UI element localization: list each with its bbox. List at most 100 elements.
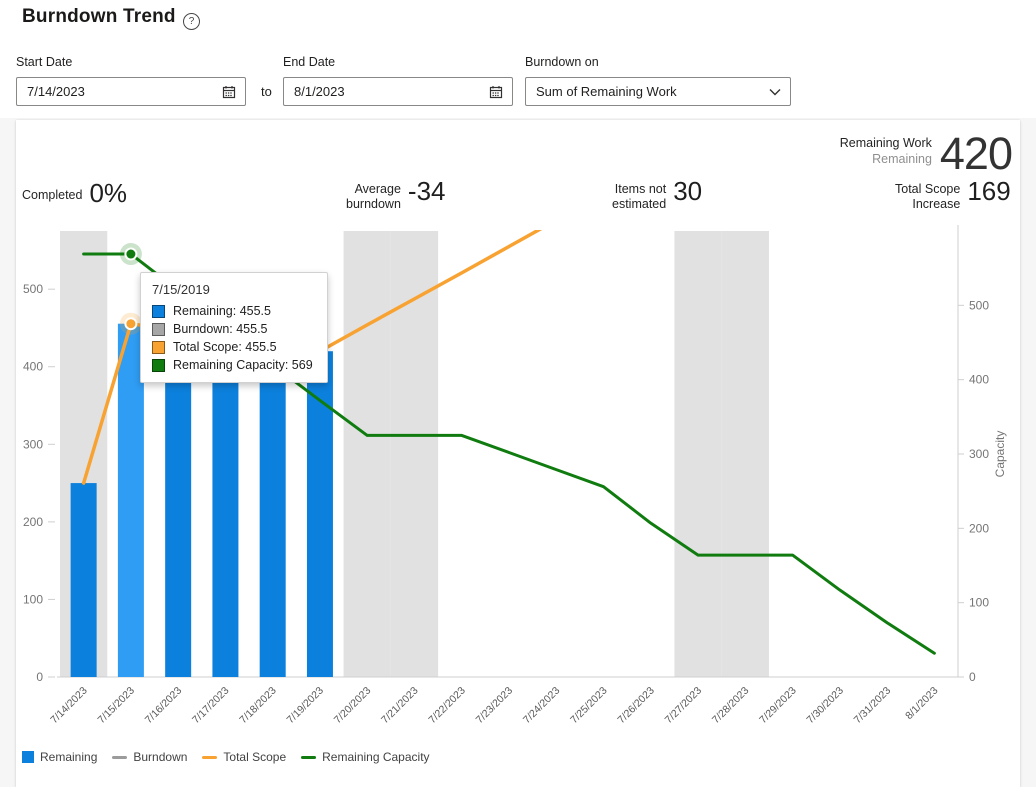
stat-average-burndown-value: -34 <box>407 176 446 206</box>
legend-label: Burndown <box>133 750 188 764</box>
x-axis-tick-label: 7/17/2023 <box>190 685 232 727</box>
help-icon[interactable]: ? <box>183 13 200 30</box>
x-axis-tick-label: 7/29/2023 <box>757 685 799 727</box>
calendar-icon[interactable] <box>488 84 504 100</box>
burndown-chart-card: Remaining Work Remaining 420 Completed 0… <box>16 120 1020 787</box>
stat-total-scope-increase-label-2: Increase <box>912 197 961 211</box>
tooltip-row: Remaining Capacity: 569 <box>152 358 316 372</box>
stat-remaining-work-sublabel: Remaining <box>872 152 932 166</box>
remaining-bar[interactable] <box>165 330 192 677</box>
x-axis-tick-label: 7/23/2023 <box>474 685 516 727</box>
right-axis-tick-label: 0 <box>969 670 976 684</box>
chevron-down-icon <box>768 85 782 99</box>
right-axis-tick-label: 400 <box>969 373 989 387</box>
burndown-on-dropdown[interactable]: Sum of Remaining Work <box>525 77 791 106</box>
left-axis-tick-label: 200 <box>23 515 43 529</box>
stat-completed-label: Completed <box>22 188 83 202</box>
remaining-bar[interactable] <box>70 483 97 677</box>
end-date-input[interactable]: 8/1/2023 <box>283 77 513 106</box>
x-axis-tick-label: 7/26/2023 <box>615 685 657 727</box>
marker-dot <box>124 317 138 331</box>
burndown-on-label: Burndown on <box>525 55 599 69</box>
x-axis-labels: 7/14/2023 7/15/2023 7/16/2023 7/17/2023 7/18… <box>48 685 940 727</box>
x-axis-tick-label: 7/21/2023 <box>379 685 421 727</box>
legend-label: Remaining <box>40 750 98 764</box>
legend-swatch <box>112 755 128 759</box>
tooltip-row: Burndown: 455.5 <box>152 322 316 336</box>
x-axis-tick-label: 7/22/2023 <box>426 685 468 727</box>
left-axis-tick-label: 400 <box>23 360 43 374</box>
remaining-bar[interactable] <box>117 323 144 677</box>
tooltip-row: Remaining: 455.5 <box>152 304 316 318</box>
tooltip-series-swatch <box>152 304 165 318</box>
stat-completed: Completed 0% <box>22 178 127 209</box>
left-axis-tick-label: 100 <box>23 592 43 606</box>
start-date-input[interactable]: 7/14/2023 <box>16 77 246 106</box>
legend-swatch <box>22 751 34 763</box>
legend-item-remaining: Remaining <box>22 750 97 764</box>
stat-average-burndown-label-1: Average <box>354 182 401 196</box>
stat-completed-value: 0% <box>89 178 128 208</box>
stat-total-scope-increase: Total Scope Increase 169 <box>895 176 1011 212</box>
left-axis-tick-label: 300 <box>23 437 43 451</box>
x-axis-tick-label: 7/30/2023 <box>804 685 846 727</box>
burndown-on-value: Sum of Remaining Work <box>536 84 677 99</box>
legend-item-remaining-capacity: Remaining Capacity <box>301 750 430 764</box>
stat-remaining-work-label: Remaining Work <box>839 136 932 150</box>
stat-remaining-work: Remaining Work Remaining 420 <box>839 128 1013 179</box>
tooltip-series-value: Remaining Capacity: 569 <box>173 358 313 372</box>
left-axis-tick-label: 0 <box>36 670 43 684</box>
legend-swatch <box>202 755 218 759</box>
end-date-label: End Date <box>283 55 336 69</box>
stat-items-not-estimated-label-1: Items not <box>614 182 667 196</box>
remaining-bar[interactable] <box>259 344 286 677</box>
legend-label: Remaining Capacity <box>322 750 430 764</box>
page-title: Burndown Trend <box>22 6 176 27</box>
right-axis-tick-label: 500 <box>969 298 989 312</box>
x-axis-tick-label: 7/18/2023 <box>237 685 279 727</box>
calendar-icon[interactable] <box>221 84 237 100</box>
stat-average-burndown: Average burndown -34 <box>346 176 445 212</box>
stat-average-burndown-label-2: burndown <box>346 197 401 211</box>
left-axis-tick-label: 500 <box>23 282 43 296</box>
tooltip-date: 7/15/2019 <box>152 282 210 297</box>
x-axis-tick-label: 7/27/2023 <box>663 685 705 727</box>
hover-markers <box>119 243 142 335</box>
burndown-chart[interactable]: 0 100 200 300 400 500 0 100 200 300 400 500 Capacity… <box>16 215 1020 760</box>
tooltip-series-value: Remaining: 455.5 <box>173 304 271 318</box>
end-date-value: 8/1/2023 <box>294 84 345 99</box>
marker-dot <box>124 247 138 261</box>
right-axis-tick-label: 300 <box>969 447 989 461</box>
stat-total-scope-increase-label-1: Total Scope <box>895 182 961 196</box>
x-axis-tick-label: 7/16/2023 <box>143 685 185 727</box>
tooltip-series-swatch <box>152 322 165 336</box>
stat-remaining-work-value: 420 <box>939 128 1013 179</box>
x-axis-tick-label: 7/25/2023 <box>568 685 610 727</box>
chart-legend: Remaining Burndown Total Scope Remaining Ca… <box>22 750 430 764</box>
start-date-label: Start Date <box>16 55 73 69</box>
right-axis-tick-label: 200 <box>969 521 989 535</box>
right-axis-tick-label: 100 <box>969 596 989 610</box>
legend-item-total-scope: Total Scope <box>202 750 286 764</box>
stat-items-not-estimated: Items not estimated 30 <box>612 176 702 212</box>
x-axis-tick-label: 7/24/2023 <box>521 685 563 727</box>
remaining-bar[interactable] <box>212 337 239 677</box>
tooltip-series-swatch <box>152 340 165 354</box>
stat-total-scope-increase-value: 169 <box>967 176 1011 206</box>
x-axis-tick-label: 7/20/2023 <box>332 685 374 727</box>
tooltip-series-value: Burndown: 455.5 <box>173 322 268 336</box>
x-axis-tick-label: 8/1/2023 <box>903 685 940 722</box>
start-date-value: 7/14/2023 <box>27 84 85 99</box>
legend-label: Total Scope <box>223 750 287 764</box>
tooltip-series-swatch <box>152 358 165 372</box>
x-axis-tick-label: 7/14/2023 <box>48 685 90 727</box>
x-axis-tick-label: 7/15/2023 <box>95 685 137 727</box>
tooltip-row: Total Scope: 455.5 <box>152 340 316 354</box>
stat-items-not-estimated-value: 30 <box>673 176 703 206</box>
x-axis-tick-label: 7/31/2023 <box>852 685 894 727</box>
legend-swatch <box>301 755 317 759</box>
tooltip-series-value: Total Scope: 455.5 <box>173 340 277 354</box>
legend-item-burndown: Burndown <box>112 750 187 764</box>
stat-items-not-estimated-label-2: estimated <box>612 197 667 211</box>
axes: 0 100 200 300 400 500 0 100 200 300 400 500 Capacity <box>23 225 1007 684</box>
